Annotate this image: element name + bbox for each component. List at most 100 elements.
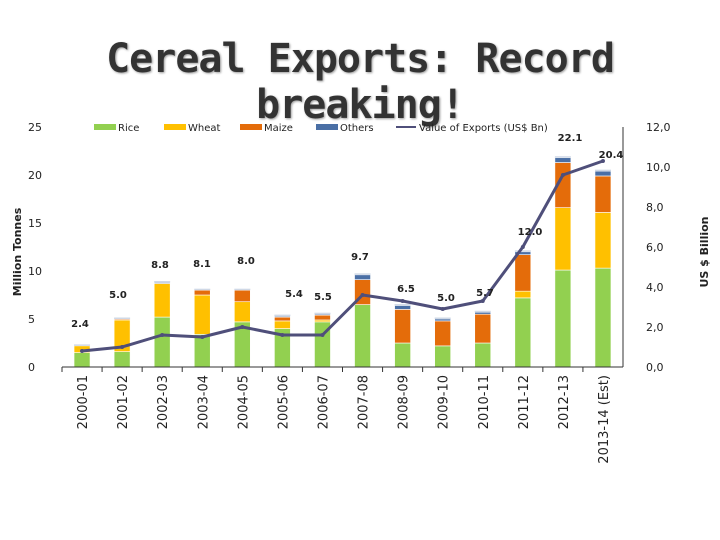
y-tick-label: 15 (28, 217, 42, 230)
bar-wheat (153, 283, 171, 318)
bar-rice (394, 342, 411, 368)
x-tick-label: 2011-12 (517, 375, 532, 429)
bar-total-label: 8.8 (151, 260, 169, 271)
line-point (360, 293, 365, 297)
value-of-exports-line (81, 159, 604, 353)
bar-wheat (594, 212, 612, 269)
bar-cap (394, 304, 411, 306)
bar-total-label: 6.5 (397, 284, 415, 295)
x-tick-label: 2010-11 (477, 375, 492, 429)
bar-rice (73, 352, 91, 368)
bar-total-label: 2.4 (71, 319, 89, 330)
y2-tick-label: 4,0 (646, 281, 664, 294)
bar-maize (434, 320, 451, 347)
line-point (320, 333, 325, 337)
chart-title: Cereal Exports: Record breaking! (106, 36, 615, 128)
bar-maize (113, 318, 131, 321)
y2-tick-label: 10,0 (646, 161, 671, 174)
bar-cap (354, 273, 371, 275)
bar-rice (594, 267, 612, 368)
legend-swatch-maize (240, 124, 262, 130)
line-point (240, 325, 245, 329)
line-point (520, 245, 525, 249)
bar-total-label: 5.5 (314, 292, 332, 303)
bar-total-label: 5.4 (285, 289, 303, 300)
y-tick-label: 25 (28, 121, 42, 134)
line-point (160, 333, 165, 337)
bar-cap (434, 317, 451, 319)
y2-axis-label: US $ Billion (698, 216, 711, 287)
x-tick-label: 2006-07 (316, 375, 331, 429)
bar-cap (274, 314, 291, 317)
bar-total-label: 20.4 (599, 150, 624, 161)
legend-label: Value of Exports (US$ Bn) (419, 123, 548, 134)
bar-others (554, 157, 572, 163)
line-point (120, 345, 125, 349)
line-point (440, 307, 445, 311)
legend-swatch-wheat (164, 124, 186, 130)
bar-maize (514, 254, 532, 292)
y2-tick-label: 6,0 (646, 241, 664, 254)
bar-rice (474, 342, 492, 368)
legend-label: Wheat (188, 123, 221, 134)
bar-total-label: 9.7 (351, 252, 369, 263)
bar-rice (434, 345, 451, 368)
bar-cap (314, 312, 331, 315)
bar-others (153, 282, 171, 284)
bar-total-label: 8.1 (193, 259, 211, 270)
line-point (280, 333, 285, 337)
bar-wheat (234, 301, 251, 323)
bar-maize (234, 289, 251, 303)
bar-total-label: 5.7 (476, 288, 494, 299)
line-point (80, 349, 85, 353)
bar-total-label: 8.0 (237, 256, 255, 267)
bar-cap (234, 288, 251, 291)
bar-others (354, 274, 371, 280)
bar-maize (314, 314, 331, 321)
bar-cap (114, 317, 131, 319)
bar-others (394, 305, 411, 310)
legend-label: Rice (118, 123, 139, 134)
bar-wheat (274, 320, 291, 329)
bar-cap (194, 288, 211, 291)
bar-others (594, 170, 612, 177)
legend-swatch-others (316, 124, 338, 130)
x-tick-label: 2001-02 (116, 375, 131, 429)
x-tick-label: 2002-03 (156, 375, 171, 429)
y-tick-label: 0 (28, 361, 35, 374)
x-tick-label: 2013-14 (Est) (597, 375, 612, 464)
x-tick-label: 2004-05 (236, 375, 251, 429)
y2-tick-label: 8,0 (646, 201, 664, 214)
bar-maize (193, 289, 211, 296)
legend-label: Maize (264, 123, 293, 134)
y-axis-label: Million Tonnes (11, 207, 24, 296)
bar-rice (193, 334, 211, 368)
bar-cap (154, 281, 171, 283)
bar-cap (74, 344, 91, 346)
bar-rice (554, 269, 572, 368)
line-point (400, 299, 405, 303)
x-tick-label: 2012-13 (557, 375, 572, 429)
line-point (200, 335, 205, 339)
y-tick-label: 5 (28, 313, 35, 326)
bar-total-label: 5.0 (109, 290, 127, 301)
y2-tick-label: 2,0 (646, 321, 664, 334)
bar-cap (554, 156, 571, 158)
y-tick-label: 20 (28, 169, 42, 182)
bar-wheat (554, 207, 572, 271)
bar-maize (274, 316, 291, 322)
bar-maize (474, 313, 492, 344)
bar-others (314, 313, 331, 316)
x-tick-label: 2007-08 (357, 375, 372, 429)
bar-wheat (514, 290, 532, 299)
line-point (480, 299, 485, 303)
x-tick-label: 2003-04 (196, 375, 211, 429)
bar-cap (474, 310, 491, 313)
bar-rice (113, 351, 131, 368)
y-tick-label: 10 (28, 265, 42, 278)
x-tick-label: 2005-06 (276, 375, 291, 429)
bar-maize (594, 175, 612, 213)
bar-others (274, 315, 291, 318)
bar-rice (514, 297, 532, 368)
